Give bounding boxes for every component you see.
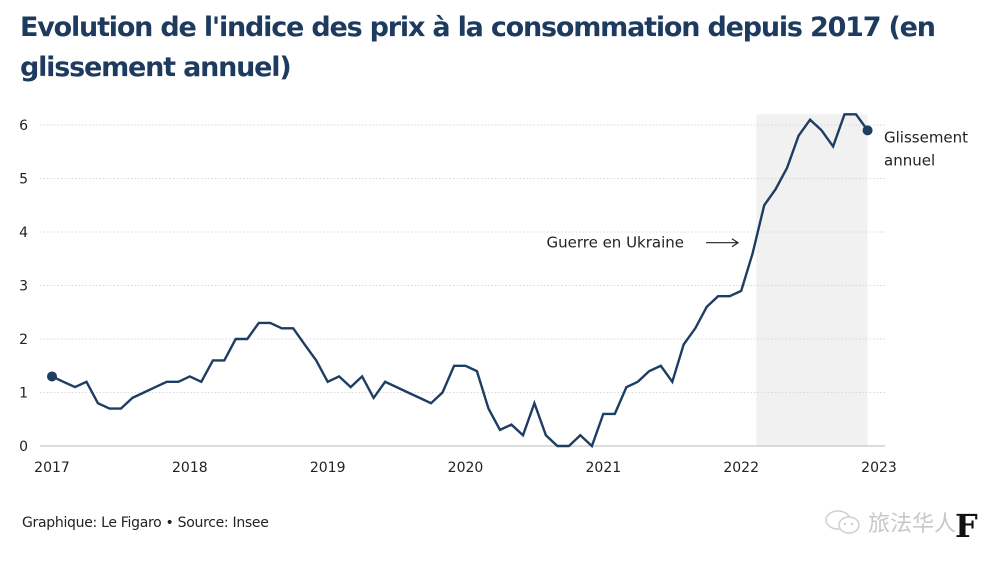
- line-layer: [47, 113, 873, 449]
- x-tick-label: 2017: [34, 460, 70, 476]
- chart-title: Evolution de l'indice des prix à la cons…: [20, 12, 936, 83]
- source-credit: Graphique: Le Figaro • Source: Insee: [22, 515, 269, 531]
- y-tick-label: 4: [19, 225, 28, 241]
- watermark-text: 旅法华人: [868, 512, 957, 537]
- y-tick-label: 5: [19, 172, 28, 188]
- y-tick-label: 1: [19, 386, 28, 402]
- x-tick-label: 2020: [448, 460, 484, 476]
- y-tick-label: 2: [19, 332, 28, 348]
- x-tick-label: 2022: [723, 460, 759, 476]
- end-point-marker: [862, 125, 873, 136]
- shaded-region-ukraine-war: [756, 114, 868, 447]
- y-tick-label: 0: [19, 439, 28, 455]
- annotation-ukraine-war: Guerre en Ukraine: [546, 234, 684, 252]
- start-point-marker: [47, 371, 57, 382]
- y-tick-label: 6: [19, 118, 28, 134]
- arrowhead-icon: [731, 238, 740, 248]
- shade-layer: [756, 114, 868, 447]
- x-tick-label: 2023: [861, 460, 897, 476]
- annotation-layer: Guerre en Ukraine Glissement annuel: [546, 128, 968, 251]
- y-tick-label: 3: [19, 279, 28, 295]
- series-line-glissement-annuel: [51, 113, 869, 449]
- series-label-line2: annuel: [884, 151, 935, 169]
- x-tick-label: 2018: [172, 460, 208, 476]
- series-label-line1: Glissement: [884, 128, 968, 146]
- x-tick-label: 2019: [310, 460, 346, 476]
- x-tick-label: 2021: [586, 460, 622, 476]
- grid-layer: [40, 124, 885, 447]
- figaro-logo: F: [955, 507, 978, 545]
- wechat-icon: [825, 510, 860, 534]
- axis-layer: 0 1 2 3 4 5 6 2017 2018 2019 2020 2021 2022 2023: [19, 118, 897, 476]
- watermark: 旅法华人: [824, 506, 956, 538]
